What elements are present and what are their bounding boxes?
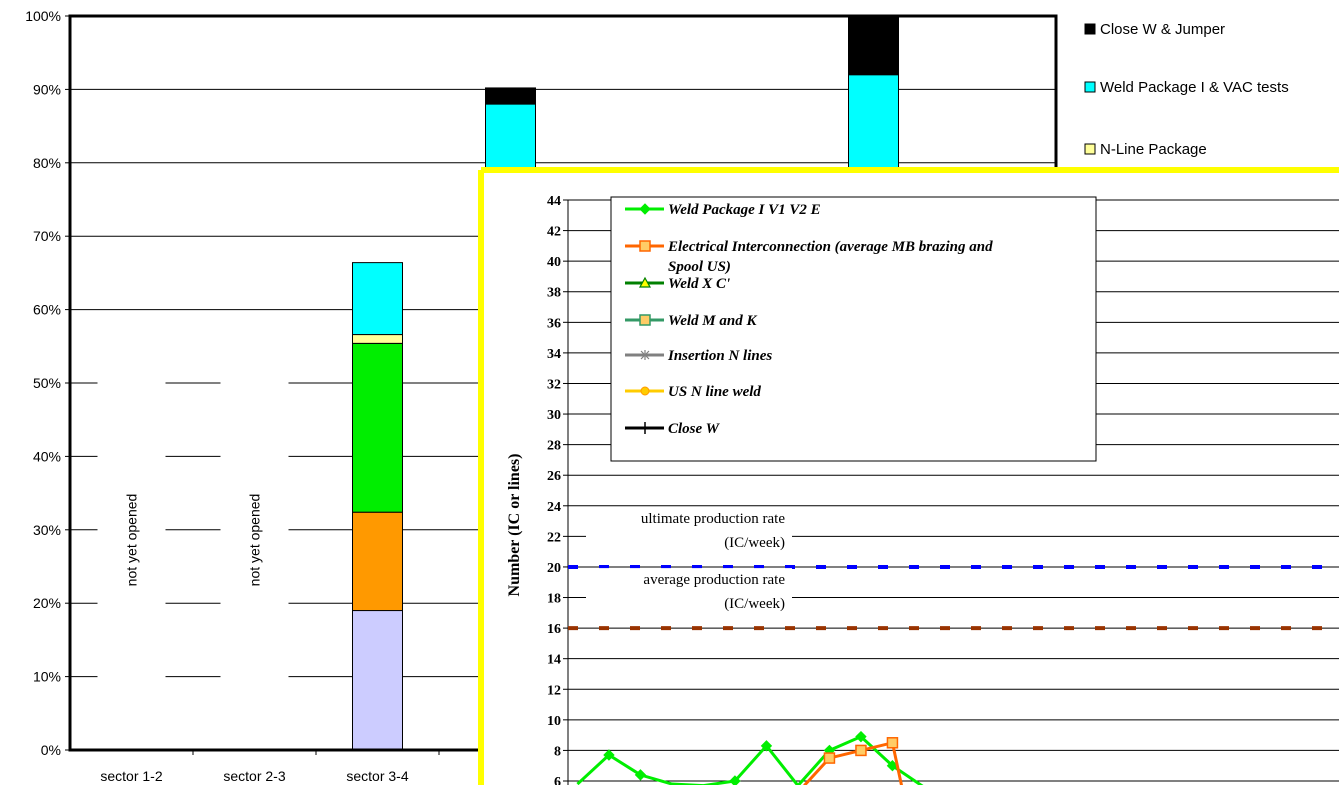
line-legend-label: Close W <box>668 421 721 437</box>
bar-legend-label: Weld Package I & VAC tests <box>1100 79 1289 96</box>
data-point <box>855 744 867 757</box>
bar-note-background <box>220 322 289 688</box>
bar-y-tick-label: 40% <box>33 448 61 464</box>
line-legend-label: Weld X C' <box>668 276 730 292</box>
line-y-tick-label: 32 <box>547 377 561 392</box>
line-y-tick-label: 44 <box>547 194 561 209</box>
data-point <box>640 386 650 396</box>
data-point <box>760 740 773 752</box>
bar-legend-swatch <box>1084 81 1096 93</box>
bar-y-tick-label: 20% <box>33 595 61 611</box>
bar-segment <box>352 342 403 513</box>
line-chart-legend: Weld Package I V1 V2 E Electrical Interco… <box>610 196 1097 462</box>
line-legend-box <box>610 196 1097 462</box>
data-point <box>823 752 836 764</box>
bar-y-tick-label: 50% <box>33 375 61 391</box>
line-y-tick-label: 12 <box>547 683 561 698</box>
reference-line-label: ultimate production rate <box>641 511 785 527</box>
bar-y-tick-label: 90% <box>33 81 61 97</box>
line-y-tick-label: 20 <box>547 561 561 576</box>
line-legend-label: Electrical Interconnection (average MB b… <box>667 239 993 255</box>
line-chart-series <box>576 730 924 785</box>
bar-legend-label: Close W & Jumper <box>1100 21 1225 38</box>
bar-y-tick-label: 70% <box>33 228 61 244</box>
bar-x-tick-label: sector 3-4 <box>346 768 408 784</box>
bar-legend-label: N-Line Package <box>1100 141 1207 158</box>
bar-chart-legend: Close W & Jumper Weld Package I & VAC tes… <box>1084 21 1289 158</box>
line-y-tick-label: 40 <box>547 255 561 270</box>
line-y-tick-label: 10 <box>547 714 561 729</box>
bar-y-tick-label: 30% <box>33 522 61 538</box>
reference-line-sublabel: (IC/week) <box>724 535 785 551</box>
bar-segment <box>352 610 403 751</box>
bar-segment <box>352 511 403 612</box>
bar-chart-y-ticks: 0% 10% 20% 30% 40% 50% 60% 70% 80% 90% 100% <box>25 8 70 758</box>
line-y-tick-label: 24 <box>547 500 561 515</box>
line-y-tick-label: 38 <box>547 286 561 301</box>
reference-label-background <box>586 506 792 553</box>
data-point <box>639 203 651 215</box>
data-point <box>603 749 615 761</box>
bar-legend-swatch <box>1084 143 1096 155</box>
bar-x-tick-label: sector 1-2 <box>100 768 162 784</box>
line-legend-label: Weld M and K <box>668 313 757 329</box>
bar-y-tick-label: 100% <box>25 8 61 24</box>
reference-label-background <box>586 568 792 615</box>
series-line <box>576 734 924 785</box>
bar-x-tick-label: sector 2-3 <box>223 768 285 784</box>
line-chart-y-ticks: 6 8 10 12 14 16 18 20 22 24 26 28 30 32 34 36 38 40 42 44 <box>547 194 568 785</box>
line-series-group <box>803 737 903 785</box>
line-legend-label: US N line weld <box>668 384 761 400</box>
bar-segment <box>848 16 899 76</box>
data-point <box>639 240 651 252</box>
line-chart-reference-lines: ultimate production rate (IC/week) average… <box>568 506 1339 631</box>
line-y-tick-label: 6 <box>554 775 561 785</box>
line-legend-label: Insertion N lines <box>667 348 772 364</box>
bar-chart-notes: not yet opened not yet opened <box>97 322 289 688</box>
line-y-tick-label: 30 <box>547 408 561 423</box>
line-y-tick-label: 36 <box>547 316 561 331</box>
line-y-tick-label: 28 <box>547 439 561 454</box>
line-chart-overlay: ultimate production rate (IC/week) average… <box>478 167 1339 785</box>
line-series-group <box>576 730 924 785</box>
bar-y-tick-label: 10% <box>33 669 61 685</box>
data-point <box>640 350 650 360</box>
line-legend-label: Spool US) <box>668 259 731 275</box>
data-point <box>634 769 647 781</box>
bar-segment <box>352 334 403 344</box>
bar-y-tick-label: 60% <box>33 302 61 318</box>
bar-note-background <box>97 322 166 688</box>
line-y-tick-label: 18 <box>547 592 561 607</box>
bar-y-tick-label: 80% <box>33 155 61 171</box>
line-y-tick-label: 22 <box>547 530 561 545</box>
line-y-tick-label: 16 <box>547 622 561 637</box>
line-y-tick-label: 42 <box>547 225 561 240</box>
bar-y-tick-label: 0% <box>41 742 61 758</box>
line-y-tick-label: 34 <box>547 347 561 362</box>
reference-line-sublabel: (IC/week) <box>724 596 785 612</box>
reference-line-label: average production rate <box>643 572 785 588</box>
line-y-tick-label: 14 <box>547 653 561 668</box>
data-point <box>886 737 899 749</box>
data-point <box>638 276 652 288</box>
line-legend-label: Weld Package I V1 V2 E <box>668 202 821 218</box>
data-point <box>729 775 741 785</box>
bar-legend-swatch <box>1084 23 1096 35</box>
bar-category-note: not yet opened <box>247 494 263 587</box>
bar-category-note: not yet opened <box>124 494 140 587</box>
data-point <box>639 314 651 326</box>
line-y-tick-label: 26 <box>547 469 561 484</box>
bar-segment <box>485 87 536 105</box>
data-point <box>855 730 867 743</box>
line-chart-y-axis-label: Number (IC or lines) <box>506 454 523 597</box>
bar-segment <box>352 262 403 336</box>
line-y-tick-label: 8 <box>554 744 561 759</box>
